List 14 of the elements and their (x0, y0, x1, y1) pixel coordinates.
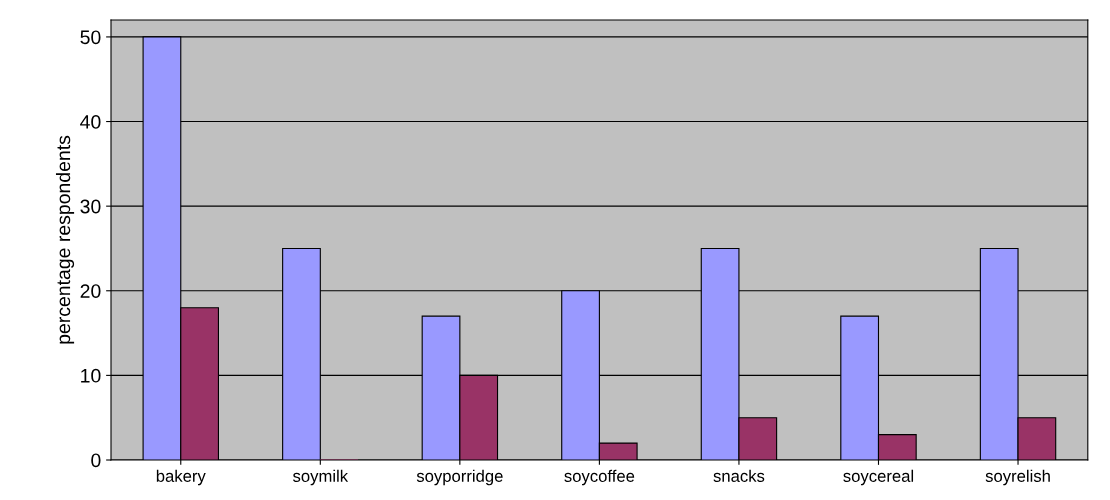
x-tick-label: bakery (156, 469, 206, 486)
x-tick-label: snacks (713, 469, 765, 482)
y-axis-title: percentage respondents (55, 135, 75, 344)
y-tick-label: 50 (80, 30, 101, 45)
y-tick-label: 20 (80, 284, 101, 299)
y-tick-label: 10 (81, 368, 101, 383)
x-tick-label: soyrelish (985, 469, 1050, 486)
x-tick-label: soyporridge (416, 469, 503, 486)
x-tick-label: soymilk (293, 469, 349, 486)
y-tick-label: 0 (91, 453, 101, 468)
x-tick-label: soycereal (843, 469, 914, 486)
x-tick-label: soycoffee (564, 469, 635, 486)
y-tick-label: 40 (80, 115, 101, 129)
y-tick-label: 30 (80, 199, 101, 214)
